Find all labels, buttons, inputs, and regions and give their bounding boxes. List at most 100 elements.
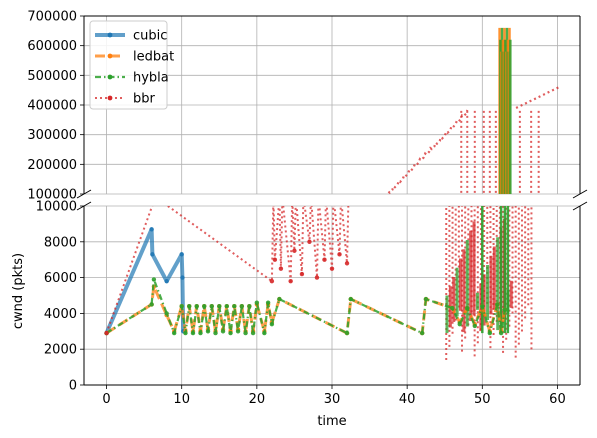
data-point-bbr <box>153 195 157 199</box>
y-tick-label-top: 600000 <box>27 39 77 54</box>
data-point-hybla <box>348 296 353 302</box>
data-point-bbr <box>331 195 335 199</box>
y-tick-label-bottom: 2000 <box>44 343 77 358</box>
data-point-hybla <box>179 304 184 309</box>
data-point-bbr <box>104 330 109 336</box>
data-point-hybla <box>239 304 245 309</box>
data-point-cubic <box>180 275 185 280</box>
x-tick-label: 0 <box>102 392 110 407</box>
data-point-hybla <box>480 304 485 309</box>
data-point-hybla <box>190 330 196 336</box>
y-tick-label-bottom: 6000 <box>44 271 77 286</box>
legend-marker-ledbat <box>107 53 113 59</box>
data-point-bbr <box>314 275 320 280</box>
data-point-bbr <box>272 257 278 262</box>
series-top-panel <box>387 27 560 194</box>
x-tick-label: 30 <box>324 392 341 407</box>
data-point-hybla <box>423 296 429 302</box>
legend-marker-hybla <box>107 74 113 80</box>
data-point-hybla <box>220 329 226 334</box>
data-point-bbr <box>269 278 275 284</box>
axis-break-mark <box>572 189 588 199</box>
data-point-bbr <box>271 195 275 199</box>
data-point-hybla <box>205 329 211 334</box>
data-point-hybla <box>235 329 241 334</box>
series-line-cubic <box>104 227 186 334</box>
data-point-hybla <box>419 330 425 336</box>
data-point-bbr <box>292 248 297 253</box>
data-point-bbr <box>337 252 342 257</box>
y-tick-label-bottom: 4000 <box>44 307 77 322</box>
y-tick-label-top: 500000 <box>27 69 77 84</box>
data-point-bbr <box>346 195 350 199</box>
data-point-hybla <box>247 304 252 309</box>
data-point-cubic <box>149 227 154 232</box>
data-point-hybla <box>472 323 477 329</box>
x-axis-label: time <box>317 414 346 429</box>
series-line-hybla <box>105 278 506 335</box>
data-point-hybla <box>502 307 508 313</box>
x-tick-label: 20 <box>249 392 266 407</box>
data-point-hybla <box>269 321 275 327</box>
data-point-hybla <box>183 330 188 336</box>
data-point-hybla <box>450 305 455 311</box>
background-traces <box>445 206 533 360</box>
legend-marker-cubic <box>107 32 113 38</box>
data-point-bbr <box>339 195 343 199</box>
x-tick-label: 50 <box>474 392 491 407</box>
series-line-bbr <box>105 206 350 334</box>
data-point-hybla <box>187 304 192 309</box>
legend-label-bbr: bbr <box>133 92 156 107</box>
data-point-bbr <box>288 278 293 284</box>
data-point-bbr <box>329 266 335 271</box>
data-point-cubic <box>150 252 155 257</box>
data-point-bbr <box>277 195 281 199</box>
series-bottom-panel <box>104 195 508 336</box>
y-tick-label-bottom: 0 <box>69 379 77 394</box>
y-tick-label-top: 100000 <box>27 188 77 203</box>
data-point-hybla <box>232 304 237 309</box>
data-point-bbr <box>280 195 284 199</box>
legend-marker-bbr <box>107 95 113 101</box>
data-point-hybla <box>465 305 470 311</box>
data-point-hybla <box>171 330 177 336</box>
y-tick-label-top: 400000 <box>27 99 77 114</box>
data-point-hybla <box>194 304 199 309</box>
y-tick-label-bottom: 8000 <box>44 235 77 250</box>
legend: cubic ledbat hybla bbr <box>89 20 174 110</box>
data-point-bbr <box>278 266 284 271</box>
data-point-hybla <box>164 311 169 316</box>
data-point-hybla <box>457 321 462 327</box>
data-point-bbr <box>316 195 320 199</box>
data-point-bbr <box>324 195 328 199</box>
x-tick-label: 10 <box>173 392 190 407</box>
data-point-hybla <box>213 330 218 336</box>
data-point-hybla <box>344 330 350 336</box>
data-point-bbr <box>307 239 312 244</box>
data-point-bbr <box>290 195 294 199</box>
data-point-hybla <box>498 330 504 336</box>
bbr-top-climb <box>387 109 469 194</box>
data-point-bbr <box>299 271 305 277</box>
data-point-hybla <box>209 304 214 309</box>
data-point-hybla <box>265 300 271 305</box>
legend-label-hybla: hybla <box>133 71 169 86</box>
data-point-bbr <box>344 261 350 266</box>
legend-label-ledbat: ledbat <box>133 50 174 65</box>
data-point-hybla <box>243 330 248 336</box>
data-point-hybla <box>495 302 500 307</box>
x-tick-label: 40 <box>399 392 416 407</box>
data-point-bbr <box>322 257 327 262</box>
ticks-layer: 0 10 20 30 40 50 60100000200000300000400000500… <box>27 10 565 408</box>
y-tick-label-bottom: 10000 <box>36 200 77 215</box>
y-tick-label-top: 300000 <box>27 128 77 143</box>
data-point-hybla <box>149 302 154 307</box>
data-point-hybla <box>151 277 157 282</box>
data-point-hybla <box>217 304 222 309</box>
data-point-bbr <box>309 195 313 199</box>
data-point-hybla <box>202 304 207 309</box>
data-point-hybla <box>198 330 203 336</box>
data-point-hybla <box>224 304 229 309</box>
data-point-bbr <box>294 195 298 199</box>
